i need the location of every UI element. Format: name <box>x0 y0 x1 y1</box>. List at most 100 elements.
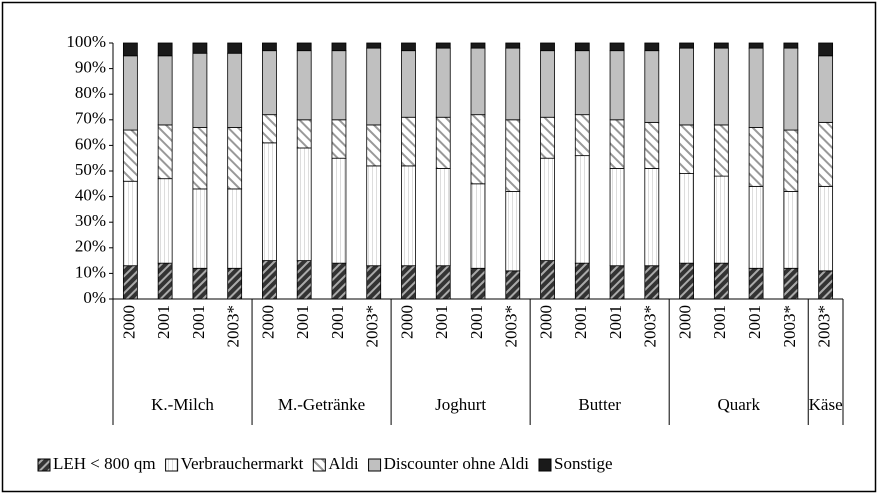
y-tick-label: 100% <box>66 32 106 51</box>
bar-segment <box>157 124 173 180</box>
bar-segment <box>470 183 486 269</box>
bar-segment <box>783 47 799 131</box>
bar-segment <box>505 119 521 192</box>
x-tick-label: 2001 <box>571 305 590 339</box>
y-tick-label: 90% <box>75 58 106 77</box>
y-tick-label: 20% <box>75 237 106 256</box>
bar-segment <box>401 50 416 118</box>
legend-label: Verbrauchermarkt <box>181 454 304 473</box>
legend-swatch <box>37 458 51 472</box>
bar-segment <box>227 52 243 128</box>
x-tick-label: 2001 <box>154 305 173 339</box>
bar-segment <box>540 116 555 159</box>
y-tick-label: 30% <box>75 211 106 230</box>
group-label: M.-Getränke <box>278 395 365 414</box>
legend-swatch <box>368 458 382 472</box>
bar-segment <box>296 42 312 52</box>
bar-segment <box>192 188 208 269</box>
bar-segment <box>262 42 277 52</box>
bar-segment <box>783 267 799 300</box>
bar-segment <box>574 262 590 300</box>
bar-segment <box>192 52 208 128</box>
bar-segment <box>157 55 173 126</box>
bar-segment <box>609 265 625 300</box>
x-tick-label: 2000 <box>258 305 277 339</box>
legend-swatch <box>165 458 179 472</box>
bar-segment <box>401 265 416 300</box>
bar-segment <box>505 42 521 49</box>
bar-segment <box>679 124 694 174</box>
bar-segment <box>713 262 729 300</box>
bar-segment <box>609 50 625 121</box>
bar-segment <box>574 42 590 52</box>
bar-segment <box>644 42 660 52</box>
bar-segment <box>783 129 799 192</box>
legend-swatch <box>538 458 552 472</box>
bar-segment <box>713 124 729 177</box>
bar-segment <box>644 168 660 267</box>
legend-label: Aldi <box>328 454 359 473</box>
legend-label: Discounter ohne Aldi <box>384 454 530 473</box>
bar-segment <box>366 265 382 300</box>
group-label: K.-Milch <box>151 395 214 414</box>
bar-segment <box>122 180 138 267</box>
x-tick-label: 2000 <box>536 305 555 339</box>
bar-segment <box>262 114 277 144</box>
bar-segment <box>192 127 208 190</box>
bar-segment <box>331 42 347 52</box>
x-tick-label: 2000 <box>119 305 138 339</box>
bar-segment <box>505 191 521 272</box>
x-tick-label: 2001 <box>432 305 451 339</box>
y-tick-label: 10% <box>75 262 106 281</box>
bar-segment <box>818 185 834 272</box>
bar-segment <box>366 42 382 49</box>
bar-segment <box>574 155 590 264</box>
x-tick-label: 2003* <box>502 305 521 348</box>
legend-label: Sonstige <box>554 454 613 473</box>
bar-segment <box>540 42 555 52</box>
bar-segment <box>122 42 138 57</box>
x-tick-label: 2003* <box>815 305 834 348</box>
bar-segment <box>783 42 799 49</box>
bar-segment <box>748 42 764 49</box>
x-tick-label: 2003* <box>641 305 660 348</box>
bar-segment <box>748 47 764 128</box>
bar-segment <box>331 262 347 300</box>
x-tick-label: 2003* <box>780 305 799 348</box>
bar-segment <box>505 47 521 121</box>
group-label: Käse <box>809 395 843 414</box>
bar-segment <box>401 165 416 267</box>
y-tick-label: 60% <box>75 134 106 153</box>
bar-segment <box>818 121 834 187</box>
y-tick-label: 70% <box>75 109 106 128</box>
bar-segment <box>470 114 486 185</box>
x-tick-label: 2001 <box>189 305 208 339</box>
bar-segment <box>644 50 660 123</box>
bar-segment <box>122 265 138 300</box>
bar-segment <box>192 267 208 300</box>
legend-swatch <box>312 458 326 472</box>
bar-segment <box>818 270 834 300</box>
bar-segment <box>262 142 277 261</box>
x-tick-label: 2001 <box>710 305 729 339</box>
bar-segment <box>227 188 243 269</box>
bar-segment <box>748 127 764 187</box>
x-tick-label: 2001 <box>328 305 347 339</box>
bar-segment <box>609 168 625 267</box>
bar-segment <box>540 50 555 118</box>
bar-segment <box>401 42 416 52</box>
bar-segment <box>679 262 694 300</box>
bar-segment <box>435 47 451 118</box>
bar-segment <box>331 119 347 159</box>
bar-segment <box>122 55 138 131</box>
bar-segment <box>157 178 173 264</box>
x-tick-label: 2001 <box>606 305 625 339</box>
x-tick-label: 2003* <box>363 305 382 348</box>
bar-segment <box>157 262 173 300</box>
bar-segment <box>679 173 694 264</box>
bar-segment <box>713 42 729 49</box>
group-label: Butter <box>578 395 621 414</box>
bar-segment <box>366 47 382 126</box>
bar-segment <box>505 270 521 300</box>
